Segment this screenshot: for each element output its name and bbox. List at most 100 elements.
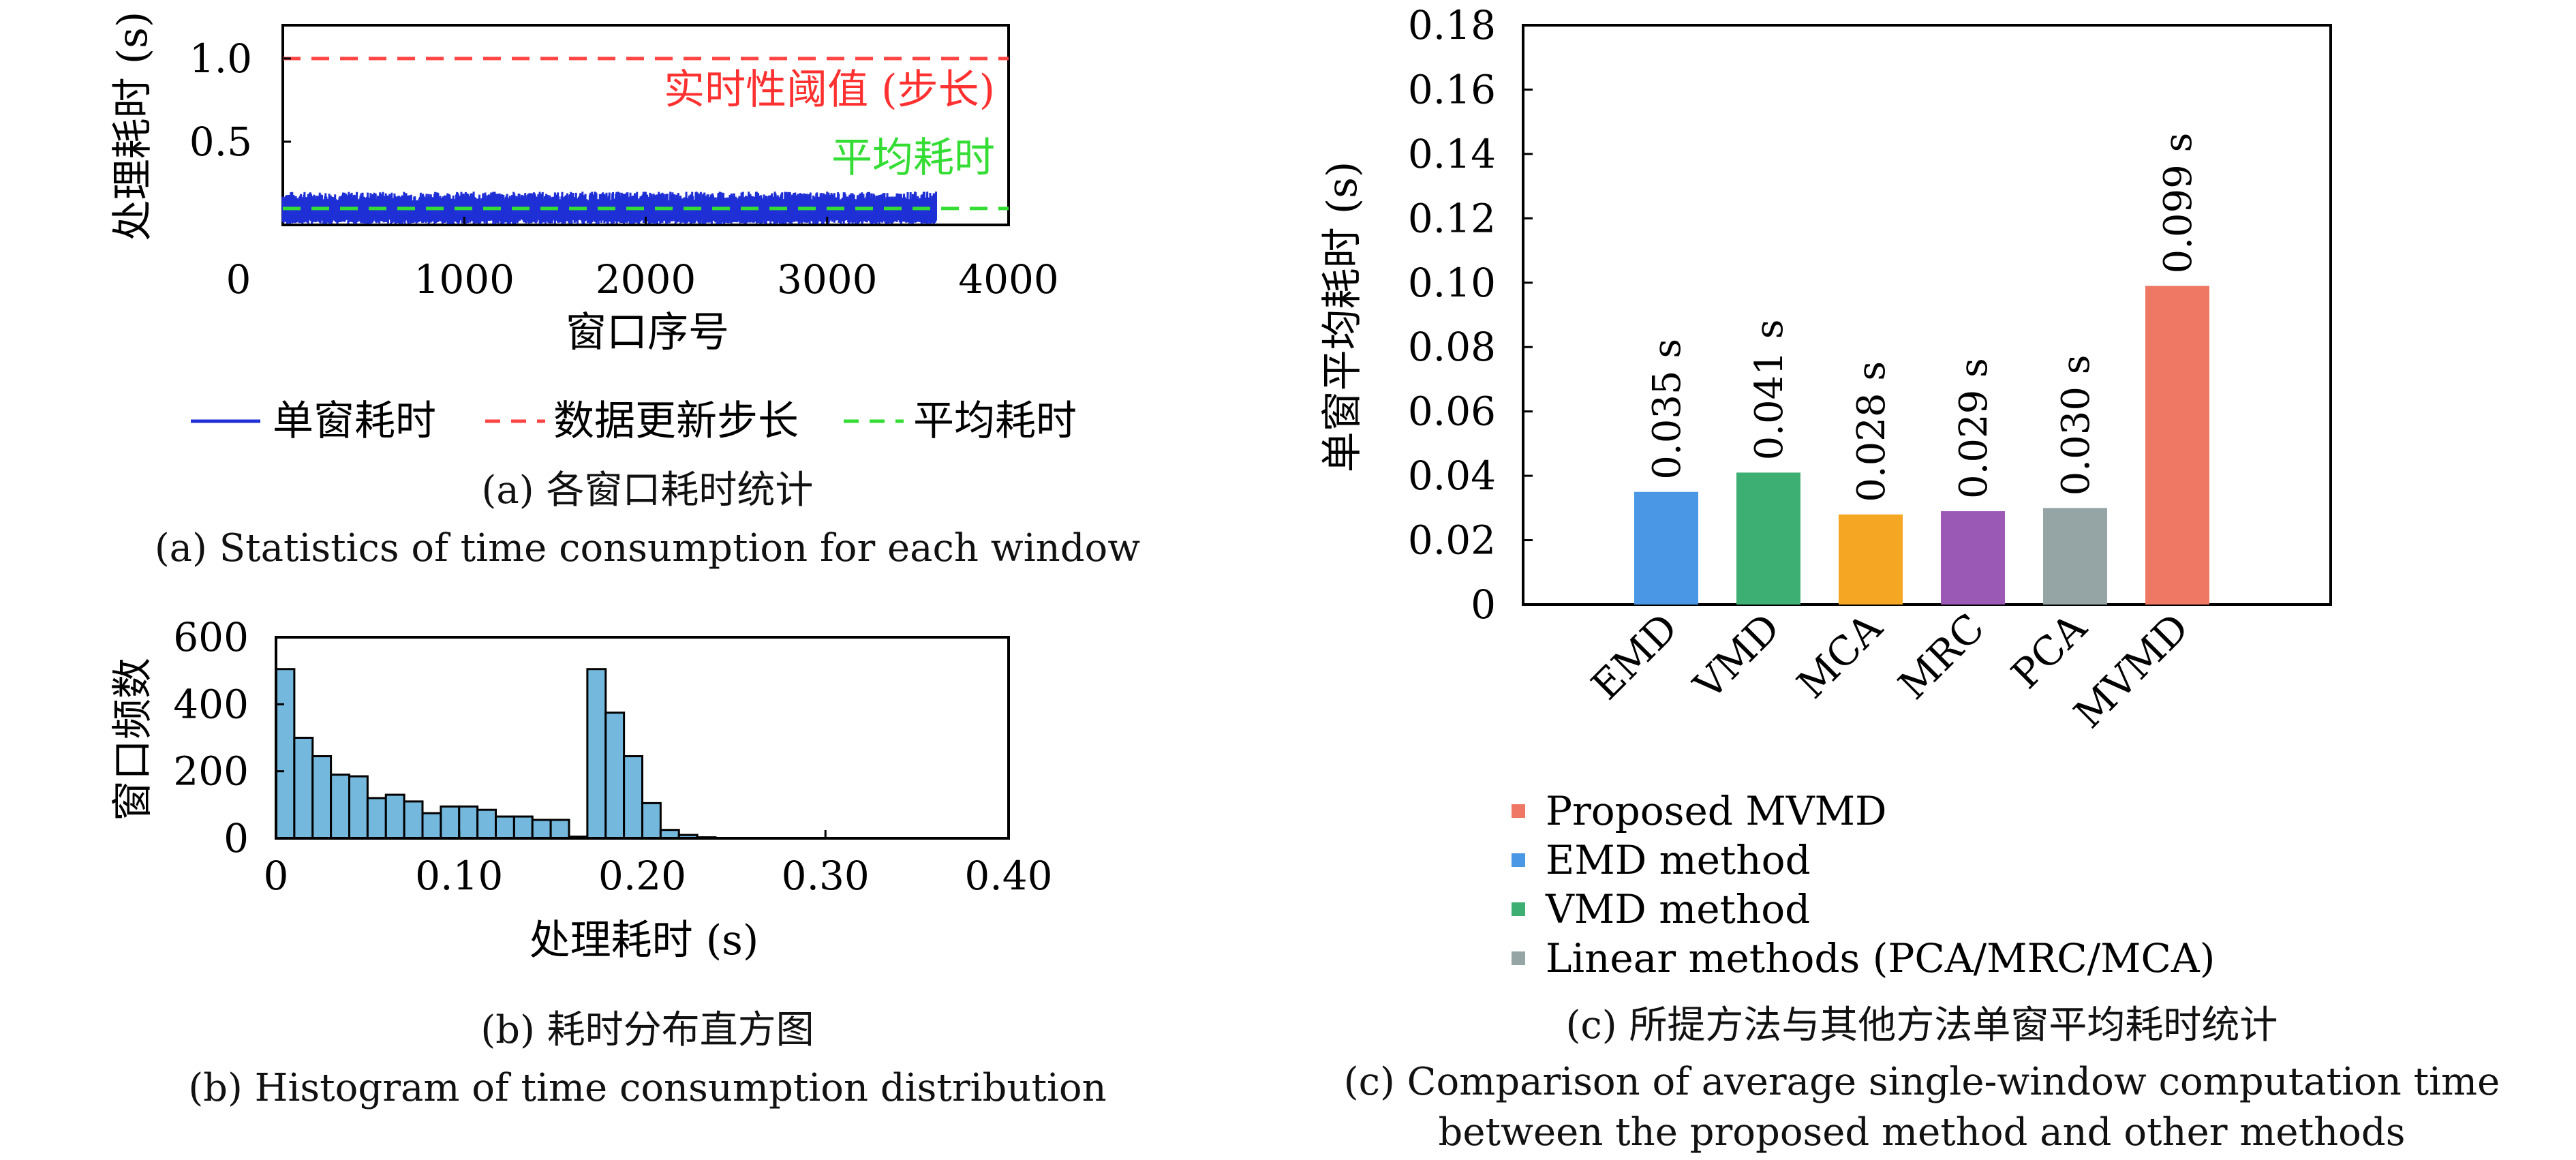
histogram-bar: [366, 797, 387, 840]
data-label-vmd: 0.041 s: [1747, 320, 1792, 461]
legend-swatch: [1512, 804, 1525, 818]
histogram-bar: [348, 775, 369, 840]
histogram-bar: [330, 774, 350, 840]
panel-c-y-tick-label: 0: [1471, 581, 1496, 628]
histogram-bar: [549, 819, 570, 840]
panel-a-caption-zh: (a) 各窗口耗时统计: [481, 468, 814, 513]
bar-pca: [2043, 508, 2107, 605]
data-label-mvmd: 0.099 s: [2156, 133, 2201, 274]
histogram-bar: [293, 737, 314, 840]
histogram-bar: [586, 668, 607, 840]
panel-b-x-tick-label: 0.30: [782, 853, 870, 899]
panel-c-y-tick-label: 0.10: [1408, 260, 1496, 306]
histogram-bar: [604, 712, 626, 840]
panel-c-y-tick-label: 0.02: [1408, 517, 1496, 564]
panel-b-caption-en: (b) Histogram of time consumption distri…: [188, 1066, 1107, 1110]
data-label-pca: 0.030 s: [2054, 354, 2098, 495]
panel-c-y-ticks: 0 0.02 0.04 0.06 0.08 0.10 0.12 0.14 0.16 0.18: [1408, 2, 1533, 628]
panel-b-caption-zh: (b) 耗时分布直方图: [480, 1008, 814, 1052]
bar-emd: [1634, 491, 1698, 605]
histogram-bar: [512, 815, 534, 840]
panel-c-x-tick-label: EMD: [1582, 605, 1687, 709]
panel-a-y-tick-label: 0.5: [189, 119, 252, 165]
data-label-emd: 0.035 s: [1645, 339, 1689, 480]
data-label-mrc: 0.029 s: [1952, 358, 1996, 499]
bar-mrc: [1941, 511, 2005, 605]
panel-c-y-tick-label: 0.18: [1408, 2, 1496, 48]
panel-a-caption-en: (a) Statistics of time consumption for e…: [154, 526, 1141, 570]
panel-c-y-tick-label: 0.16: [1408, 66, 1496, 112]
legend-label: Linear methods (PCA/MRC/MCA): [1546, 935, 2215, 981]
panel-c-y-tick-label: 0.06: [1408, 388, 1496, 435]
panel-a-threshold-annotation: 实时性阈值 (步长): [664, 66, 995, 114]
panel-c-caption-en-line1: (c) Comparison of average single-window …: [1343, 1060, 2500, 1104]
legend-swatch: [1512, 951, 1525, 965]
bar-mvmd: [2145, 286, 2209, 605]
panel-c-x-tick-label: PCA: [2002, 604, 2096, 697]
panel-c-y-label: 单窗平均耗时 (s): [1319, 162, 1366, 473]
panel-c-x-tick-label: MVMD: [2065, 605, 2198, 737]
panel-a-legend: 单窗耗时 数据更新步长 平均耗时: [191, 397, 1077, 445]
histogram-bar: [275, 668, 296, 840]
panel-a-time-series: 0 1000 2000 3000 4000 0.5 1.0 实时性阈值 (步长) 平均耗时…: [109, 12, 1077, 445]
legend-label-mean: 平均耗时: [913, 397, 1077, 445]
histogram-bar: [476, 808, 497, 840]
legend-label: EMD method: [1546, 837, 1811, 883]
panel-c-caption-en-line2: between the proposed method and other me…: [1438, 1110, 2406, 1155]
legend-swatch: [1512, 902, 1525, 916]
panel-b-x-label: 处理耗时 (s): [530, 917, 759, 964]
histogram-bar: [403, 800, 424, 840]
panel-a-y-tick-label: 1.0: [189, 35, 252, 82]
panel-c-caption-zh: (c) 所提方法与其他方法单窗平均耗时统计: [1565, 1003, 2278, 1048]
panel-c-y-tick-label: 0.14: [1408, 131, 1496, 177]
panel-a-x-tick-label: 2000: [596, 256, 696, 303]
panel-a-x-label: 窗口序号: [566, 309, 729, 356]
legend-swatch: [1512, 853, 1525, 867]
histogram-bar: [623, 755, 643, 840]
panel-a-x-ticks: 0 1000 2000 3000 4000: [226, 217, 1059, 303]
legend-label-single-window: 单窗耗时: [273, 397, 436, 445]
legend-label-step: 数据更新步长: [553, 397, 799, 445]
panel-a-y-label: 处理耗时 (s): [109, 12, 157, 241]
bar-vmd: [1736, 472, 1800, 605]
histogram-bar: [311, 755, 333, 840]
panel-c-frame: [1522, 24, 2332, 606]
histogram-bar: [641, 802, 662, 840]
panel-b-y-label: 窗口频数: [109, 658, 157, 821]
panel-a-x-tick-label: 0: [226, 256, 251, 303]
histogram-bar: [440, 805, 461, 840]
panel-c-y-tick-label: 0.12: [1408, 195, 1496, 241]
panel-b-y-tick-label: 0: [224, 815, 249, 861]
panel-c-bar-chart: 0.035 s 0.041 s 0.028 s 0.029 s 0.030 s 0.099…: [1319, 2, 2332, 981]
panel-c-x-tick-label: MCA: [1788, 604, 1892, 707]
panel-b-y-tick-label: 400: [173, 681, 249, 727]
histogram-bar: [458, 805, 479, 840]
panel-b-x-tick-label: 0.10: [415, 853, 503, 899]
panel-b-bars: [275, 668, 717, 840]
histogram-bar: [531, 819, 552, 840]
panel-a-x-tick-label: 1000: [414, 256, 515, 303]
legend-label: VMD method: [1545, 886, 1810, 932]
panel-b-y-tick-label: 200: [173, 748, 249, 795]
panel-b-x-tick-label: 0: [264, 853, 289, 899]
panel-b-x-tick-label: 0.20: [598, 853, 686, 899]
panel-b-y-tick-label: 600: [173, 614, 249, 660]
panel-a-x-tick-label: 3000: [777, 256, 878, 303]
histogram-bar: [384, 793, 405, 840]
panel-b-histogram: 0 0.10 0.20 0.30 0.40 0 200 400 600 处理耗时 (s) 窗口…: [109, 614, 1053, 964]
bar-mca: [1839, 514, 1903, 605]
panel-b-y-ticks: 0 200 400 600: [173, 614, 284, 861]
histogram-bar: [421, 812, 442, 840]
panel-c-y-tick-label: 0.08: [1408, 324, 1496, 370]
panel-c-y-tick-label: 0.04: [1408, 453, 1496, 499]
panel-c-bars: 0.035 s 0.041 s 0.028 s 0.029 s 0.030 s 0.099…: [1634, 133, 2209, 605]
panel-b-x-ticks: 0 0.10 0.20 0.30 0.40: [264, 830, 1053, 899]
data-label-mca: 0.028 s: [1850, 361, 1894, 502]
panel-c-x-tick-label: VMD: [1685, 605, 1789, 709]
panel-b-x-tick-label: 0.40: [964, 853, 1052, 899]
panel-a-y-ticks: 0.5 1.0: [189, 35, 291, 165]
legend-label: Proposed MVMD: [1546, 788, 1887, 834]
